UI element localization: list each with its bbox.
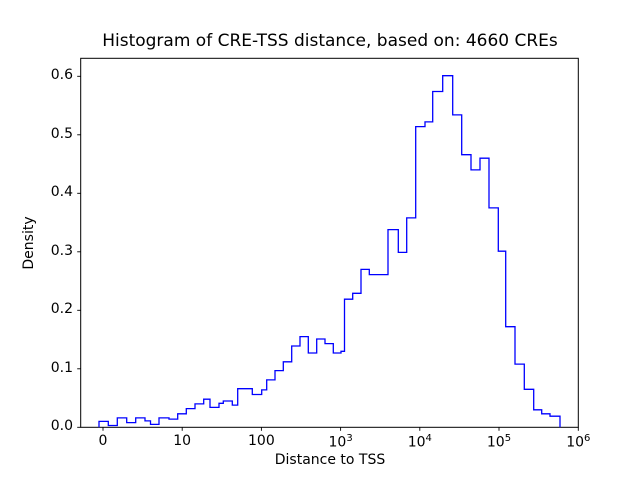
y-axis-ticks <box>77 75 81 428</box>
x-tick-exponent: 3 <box>346 433 353 444</box>
chart-title: Histogram of CRE-TSS distance, based on:… <box>102 31 558 51</box>
x-tick-label: 105 <box>486 433 512 451</box>
x-tick-label: 103 <box>328 433 353 451</box>
y-axis-label: Density <box>21 216 37 270</box>
x-tick-label: 0 <box>98 433 108 449</box>
y-tick-label: 0.2 <box>50 301 73 318</box>
y-tick-label: 0.1 <box>50 359 73 376</box>
x-axis-ticks <box>102 427 579 431</box>
x-tick-label: 100 <box>248 433 275 449</box>
y-tick-label: 0.5 <box>50 125 73 142</box>
x-tick-exponent: 6 <box>584 433 591 444</box>
x-tick-label: 10 <box>173 433 192 449</box>
x-tick-label: 106 <box>566 433 591 451</box>
x-axis-label: Distance to TSS <box>274 452 386 468</box>
histogram-step-line <box>98 75 561 428</box>
x-tick-label: 104 <box>407 433 432 451</box>
y-tick-label: 0.6 <box>50 67 73 84</box>
x-tick-exponent: 5 <box>504 433 512 444</box>
plot-area-border <box>80 57 579 428</box>
x-tick-exponent: 4 <box>425 433 432 444</box>
y-tick-label: 0.4 <box>50 184 73 201</box>
y-tick-label: 0.0 <box>50 418 73 435</box>
y-tick-label: 0.3 <box>50 242 73 259</box>
